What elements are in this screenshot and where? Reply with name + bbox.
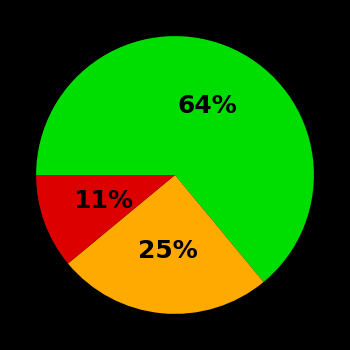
Wedge shape (68, 175, 264, 314)
Text: 64%: 64% (178, 94, 237, 118)
Text: 11%: 11% (73, 189, 133, 213)
Text: 25%: 25% (138, 239, 198, 263)
Wedge shape (36, 175, 175, 264)
Wedge shape (36, 36, 314, 282)
